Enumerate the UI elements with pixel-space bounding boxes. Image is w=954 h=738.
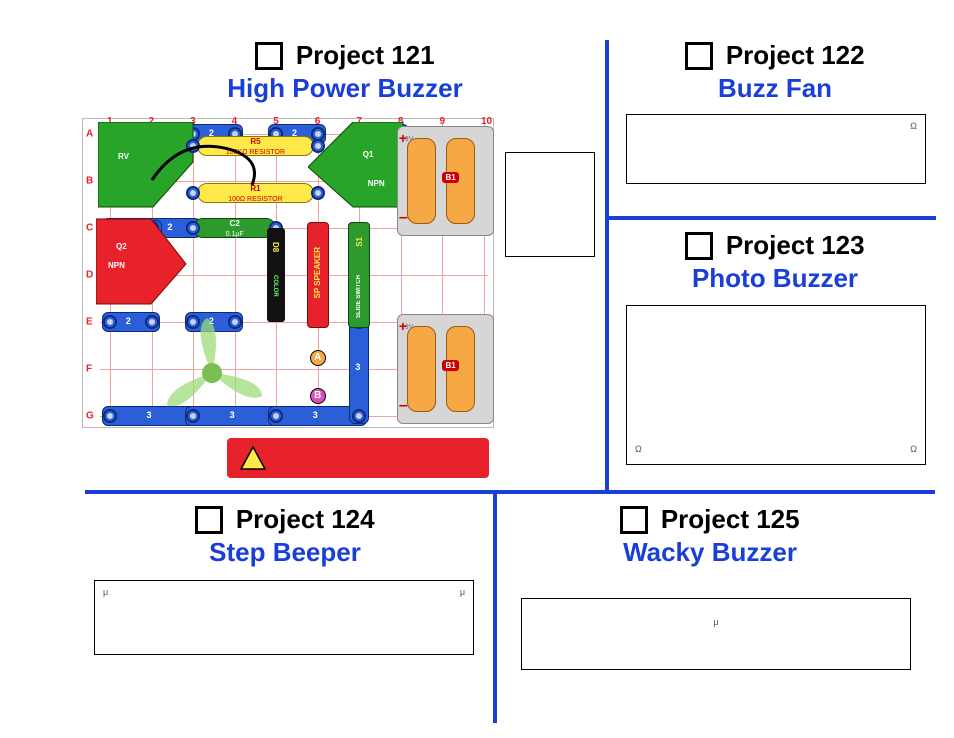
project-123-description: Ω Ω xyxy=(626,305,926,465)
project-124-description: μ μ xyxy=(94,580,474,655)
capacitor: C20.1μF xyxy=(193,218,276,238)
component-label: SP SPEAKER xyxy=(313,247,322,298)
project-125-number: Project 125 xyxy=(661,504,800,535)
checkbox-122[interactable] xyxy=(685,42,713,70)
project-122-description: Ω xyxy=(626,114,926,184)
snap-node xyxy=(311,186,325,200)
point-b: B xyxy=(310,388,326,404)
component-q2 xyxy=(96,209,196,309)
checkbox-125[interactable] xyxy=(620,506,648,534)
project-123-number: Project 123 xyxy=(726,230,865,261)
component-label: RV xyxy=(118,152,129,161)
project-121-region: Project 121 High Power Buzzer xyxy=(85,40,605,104)
text: μ xyxy=(460,587,465,599)
project-125-region: Project 125 Wacky Buzzer xyxy=(510,504,910,568)
project-123-name: Photo Buzzer xyxy=(615,263,935,294)
grid-row-label: F xyxy=(86,364,92,375)
text: μ xyxy=(713,617,718,627)
minus-label: – xyxy=(399,209,408,227)
snap-wire-v: 3 xyxy=(349,314,369,424)
snap-node xyxy=(103,409,117,423)
snap-node xyxy=(103,315,117,329)
project-122-name: Buzz Fan xyxy=(615,73,935,104)
project-122-region: Project 122 Buzz Fan xyxy=(615,40,935,104)
divider-line xyxy=(605,40,609,490)
snap-node xyxy=(186,221,200,235)
component-label: NPN xyxy=(108,261,125,270)
checkbox-123[interactable] xyxy=(685,232,713,260)
fan-icon xyxy=(152,313,272,433)
component-label: SLIDE SWITCH xyxy=(356,275,362,318)
voltage-label: 3V xyxy=(405,324,414,331)
battery-label: B1 xyxy=(442,172,458,183)
voltage-label: 3V xyxy=(405,136,414,143)
text: μ xyxy=(103,587,108,599)
project-121-number: Project 121 xyxy=(296,40,435,71)
component-label: D8 xyxy=(271,242,280,252)
divider-line xyxy=(608,216,936,220)
battery-label: B1 xyxy=(442,360,458,371)
jumper-wire xyxy=(142,130,302,210)
warning-icon xyxy=(239,444,267,472)
project-121-description xyxy=(505,152,595,257)
checkbox-121[interactable] xyxy=(255,42,283,70)
text: Ω xyxy=(635,444,642,456)
project-122-number: Project 122 xyxy=(726,40,865,71)
grid-row-label: C xyxy=(86,223,93,234)
minus-label: – xyxy=(399,397,408,415)
project-125-description: μ xyxy=(521,598,911,670)
project-124-number: Project 124 xyxy=(236,504,375,535)
grid-row-label: B xyxy=(86,176,93,187)
project-121-name: High Power Buzzer xyxy=(85,73,605,104)
snap-node xyxy=(311,139,325,153)
component-label: NPN xyxy=(368,179,385,188)
project-124-name: Step Beeper xyxy=(85,537,485,568)
text: Ω xyxy=(910,121,917,131)
project-125-name: Wacky Buzzer xyxy=(510,537,910,568)
component-label: S1 xyxy=(355,237,364,247)
text: Ω xyxy=(910,444,917,456)
grid-row-label: E xyxy=(86,317,93,328)
divider-line xyxy=(493,493,497,723)
project-124-region: Project 124 Step Beeper xyxy=(85,504,485,568)
divider-line xyxy=(85,490,935,494)
grid-row-label: G xyxy=(86,411,94,422)
battery-cell xyxy=(407,138,436,224)
warning-bar xyxy=(227,438,489,478)
circuit-diagram: ABCDEFG123456789102222222333232RVQ1NPNQ2… xyxy=(82,118,494,428)
component-label: COLOR xyxy=(272,275,278,297)
grid-row-label: A xyxy=(86,129,93,140)
component-label: Q1 xyxy=(363,150,374,159)
grid-row-label: D xyxy=(86,270,93,281)
project-123-region: Project 123 Photo Buzzer xyxy=(615,230,935,294)
checkbox-124[interactable] xyxy=(195,506,223,534)
component-label: Q2 xyxy=(116,242,127,251)
point-a: A xyxy=(310,350,326,366)
battery-cell xyxy=(407,326,436,412)
